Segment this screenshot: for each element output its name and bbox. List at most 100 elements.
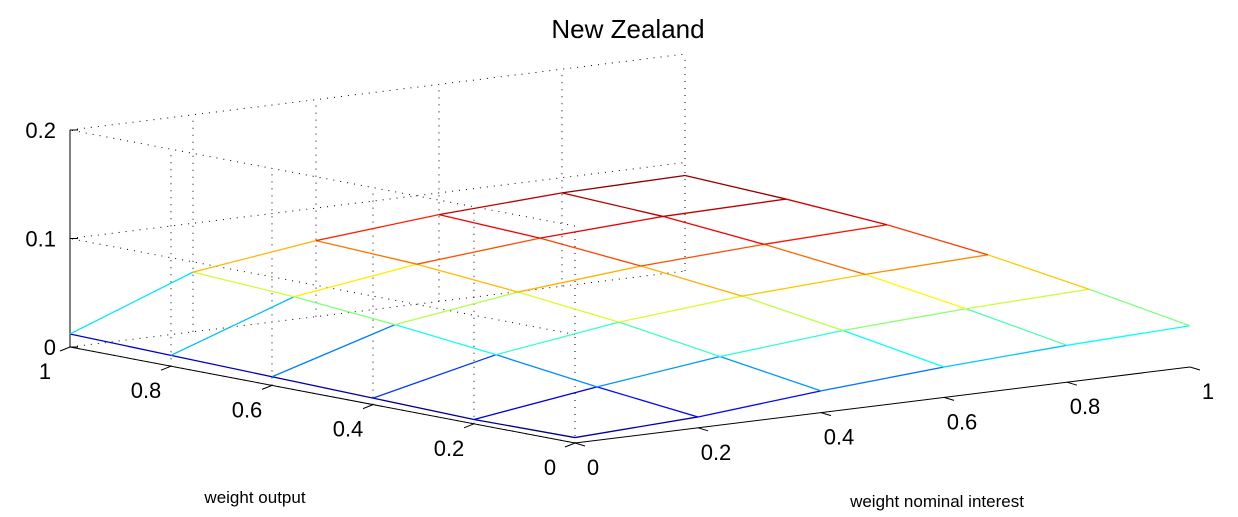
- grid-line: [69, 270, 686, 348]
- surface-segment: [539, 237, 642, 267]
- surface-segment: [640, 243, 765, 267]
- surface-segment: [965, 308, 1068, 346]
- axes: [59, 129, 1201, 448]
- y-tick-mark: [261, 384, 273, 390]
- surface-segment: [372, 397, 475, 421]
- surface-segment: [394, 291, 519, 326]
- surface-segment: [69, 271, 194, 335]
- surface-segment: [271, 324, 396, 378]
- z-tick-label: 0.1: [25, 227, 56, 252]
- x-axis-label: weight nominal interest: [849, 492, 1024, 511]
- surface-mesh: [69, 174, 1191, 439]
- surface-segment: [192, 240, 317, 273]
- surface-segment: [315, 213, 440, 242]
- x-tick-label: 0: [587, 455, 599, 480]
- surface-segment: [539, 215, 664, 239]
- surface-segment: [886, 224, 989, 256]
- surface-segment: [965, 288, 1090, 310]
- grid-lines: [69, 53, 686, 444]
- surface-segment: [763, 243, 866, 275]
- x-tick-mark: [943, 396, 955, 401]
- y-tick-label: 0.6: [232, 397, 263, 422]
- surface-segment: [517, 265, 642, 293]
- surface-segment: [438, 213, 541, 239]
- surface-segment: [640, 265, 743, 297]
- surface-segment: [372, 354, 497, 399]
- surface-segment: [987, 254, 1090, 290]
- surface-segment: [517, 291, 620, 323]
- surface-segment: [574, 416, 699, 439]
- surface-segment: [438, 192, 563, 216]
- surface-segment: [662, 215, 765, 245]
- y-tick-label: 0.8: [131, 378, 162, 403]
- y-tick-mark: [59, 346, 71, 352]
- surface-segment: [697, 390, 822, 418]
- x-tick-mark: [1066, 381, 1078, 386]
- x-tick-label: 1: [1202, 379, 1214, 404]
- surface-segment: [864, 273, 967, 310]
- y-tick-label: 0.2: [434, 436, 465, 461]
- z-tick-label: 0: [44, 335, 56, 360]
- surface-segment: [495, 321, 620, 356]
- y-tick-mark: [362, 404, 374, 410]
- y-tick-mark: [463, 423, 475, 429]
- y-tick-label: 0.4: [333, 417, 364, 442]
- surface-segment: [785, 198, 888, 226]
- surface-segment: [561, 192, 664, 218]
- surface-segment: [495, 354, 598, 388]
- surface-segment: [416, 237, 541, 265]
- x-tick-label: 0.8: [1070, 394, 1101, 419]
- surface-segment: [473, 418, 576, 439]
- grid-line: [69, 129, 576, 227]
- surface-segment: [618, 321, 721, 358]
- surface-segment: [170, 354, 273, 378]
- surface-segment: [741, 295, 844, 332]
- surface-segment: [719, 329, 844, 358]
- surface-segment: [561, 174, 686, 194]
- surface-segment: [741, 273, 866, 297]
- surface-segment: [618, 295, 743, 323]
- x-tick-mark: [574, 442, 586, 447]
- surface-segment: [719, 355, 822, 392]
- y-tick-label: 0: [544, 455, 556, 480]
- y-axis-line: [69, 346, 576, 444]
- y-tick-label: 1: [39, 359, 51, 384]
- y-axis-label: weight output: [203, 488, 305, 507]
- surface-segment: [271, 376, 374, 399]
- surface-segment: [662, 198, 787, 218]
- surface-segment: [596, 386, 699, 418]
- surface-segment: [943, 344, 1068, 368]
- surface-segment: [293, 263, 418, 298]
- x-tick-label: 0.6: [947, 409, 978, 434]
- y-tick-mark: [564, 442, 576, 448]
- surface-segment: [416, 263, 519, 293]
- surface-segment: [842, 308, 967, 332]
- x-tick-mark: [820, 412, 832, 417]
- surface-segment: [192, 271, 295, 298]
- surface-segment: [1066, 325, 1191, 346]
- surface-segment: [69, 333, 172, 356]
- surface-segment: [473, 386, 598, 421]
- z-tick-label: 0.2: [25, 118, 56, 143]
- surface-segment: [1088, 288, 1191, 327]
- surface-segment: [684, 174, 787, 200]
- y-tick-mark: [160, 365, 172, 371]
- surface-segment: [170, 296, 295, 356]
- surface-segment: [820, 366, 945, 392]
- chart-title: New Zealand: [551, 14, 704, 44]
- surface-segment: [293, 296, 396, 326]
- surface-segment: [394, 324, 497, 356]
- x-tick-label: 0.4: [824, 425, 855, 450]
- x-tick-label: 0.2: [701, 440, 732, 465]
- grid-line: [69, 53, 686, 131]
- surface-segment: [763, 224, 888, 245]
- surface-segment: [864, 254, 989, 276]
- surface-segment: [315, 240, 418, 265]
- surface-segment: [842, 329, 945, 368]
- x-axis-line: [574, 366, 1191, 444]
- x-tick-mark: [697, 427, 709, 432]
- x-tick-mark: [1189, 366, 1201, 371]
- surface-segment: [596, 355, 721, 388]
